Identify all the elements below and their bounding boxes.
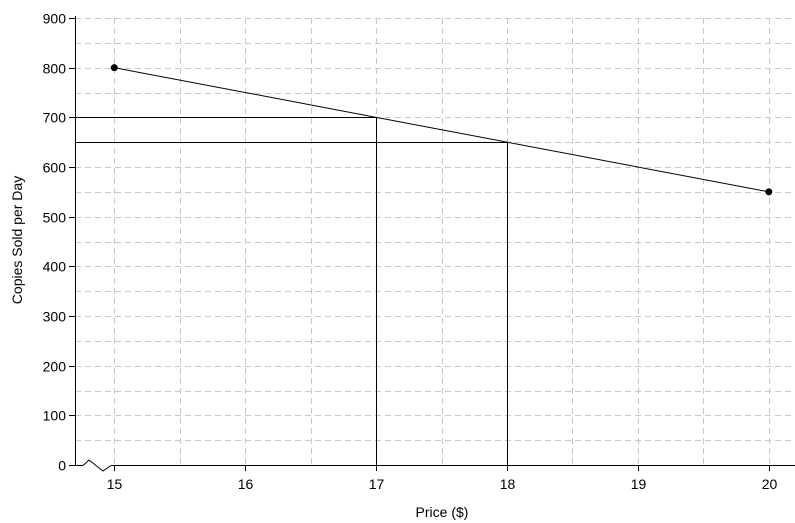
x-tick-label: 15 <box>107 476 123 492</box>
y-tick-label: 700 <box>43 110 67 126</box>
grid <box>75 18 795 465</box>
data-point <box>110 64 118 72</box>
axis-break-mark <box>82 459 112 472</box>
y-tick-label: 0 <box>58 458 66 474</box>
x-tick-label: 17 <box>369 476 385 492</box>
axes <box>69 16 795 472</box>
data-point <box>765 188 773 196</box>
y-tick-label: 500 <box>43 210 67 226</box>
y-tick-label: 100 <box>43 408 67 424</box>
series <box>110 64 773 196</box>
x-axis-title: Price ($) <box>416 504 469 520</box>
reference-lines <box>75 117 508 465</box>
y-tick-label: 800 <box>43 61 67 77</box>
series-line <box>114 67 769 193</box>
y-tick-label: 200 <box>43 359 67 375</box>
y-tick-label: 300 <box>43 309 67 325</box>
x-tick-label: 16 <box>238 476 254 492</box>
tick-labels: 0 100 200 300 400 500 600 700 800 900 15 16 17 18 19 20 <box>43 11 778 493</box>
y-tick-label: 600 <box>43 160 67 176</box>
x-tick-label: 20 <box>762 476 778 492</box>
x-tick-label: 18 <box>500 476 516 492</box>
y-tick-label: 900 <box>43 11 67 27</box>
x-tick-label: 19 <box>631 476 647 492</box>
y-tick-label: 400 <box>43 259 67 275</box>
y-axis-title: Copies Sold per Day <box>9 176 25 304</box>
